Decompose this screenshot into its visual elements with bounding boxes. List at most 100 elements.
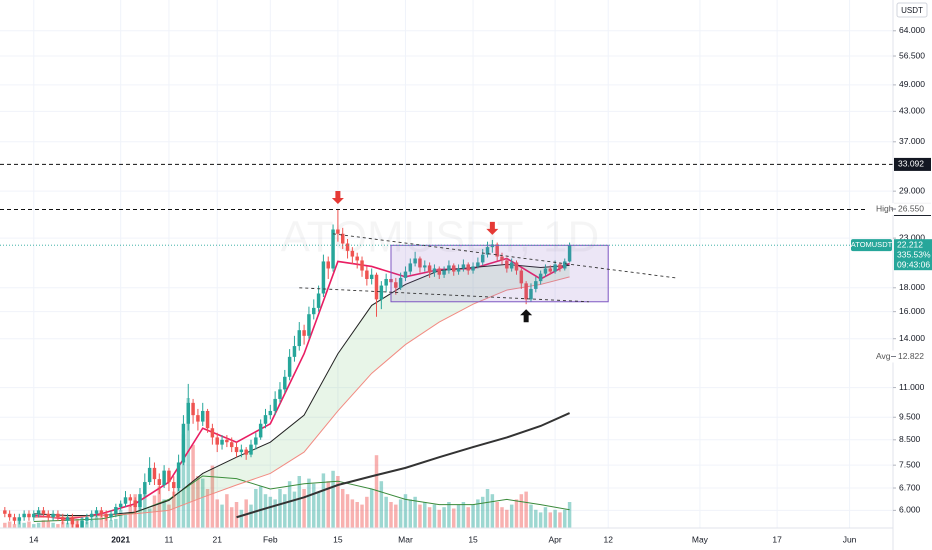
x-tick-label: 17: [772, 534, 782, 544]
x-tick-label: 11: [165, 534, 174, 544]
candle-body: [94, 510, 99, 514]
candle-body: [374, 274, 379, 300]
volume-bar: [118, 509, 123, 528]
candle-body: [109, 513, 113, 518]
marker-bg: [868, 350, 932, 363]
candle-body: [191, 402, 195, 416]
volume-bar: [432, 504, 437, 528]
candle-body: [56, 513, 60, 518]
candle-body: [350, 250, 355, 257]
arrow: [520, 309, 533, 323]
candle-body: [196, 415, 200, 422]
volume-bar: [369, 489, 374, 528]
volume-bar: [403, 494, 408, 528]
volume-bar: [456, 504, 461, 528]
candle-body: [27, 513, 31, 518]
level-tag: [894, 157, 931, 171]
candle-body: [403, 271, 408, 278]
candle-body: [297, 330, 302, 347]
price-axis: [893, 0, 932, 550]
volume-bar: [32, 524, 36, 528]
candle-body: [157, 479, 162, 486]
y-tick-label: 64.000: [899, 25, 925, 35]
volume-bar: [239, 509, 244, 528]
candle-body: [65, 517, 70, 521]
candle-body: [61, 517, 65, 521]
candle-body: [7, 513, 12, 518]
candle-body: [505, 260, 509, 269]
candle-body: [278, 389, 282, 399]
volume-bar: [167, 504, 171, 528]
candle-body: [176, 462, 181, 489]
change: 335.53%: [897, 249, 931, 259]
volume-bar: [543, 507, 548, 528]
y-tick-label: 6.700: [899, 482, 921, 492]
candle-body: [302, 330, 306, 336]
trendline: [299, 287, 589, 303]
candle-body: [239, 449, 244, 453]
symbol-tag: [851, 239, 892, 252]
candle-body: [17, 517, 22, 521]
x-tick-label: Jun: [843, 534, 857, 544]
volume-bar: [128, 504, 133, 528]
volume-bar: [442, 507, 446, 528]
volume-bar: [326, 481, 330, 528]
candle-body: [244, 449, 248, 455]
candle-body: [360, 260, 364, 271]
volume-bar: [254, 489, 258, 528]
candle-body: [167, 470, 171, 483]
volume-bar: [312, 483, 316, 528]
candle-body: [509, 262, 514, 269]
candle-body: [152, 467, 157, 480]
candle-body: [128, 497, 133, 501]
volume-bar: [519, 494, 524, 528]
time-axis: [0, 528, 893, 550]
candle-body: [258, 423, 263, 438]
candle-body: [529, 288, 533, 300]
volume-bar: [196, 476, 200, 528]
volume-bar: [394, 504, 398, 528]
candle-body: [147, 467, 152, 483]
x-tick-label: 14: [29, 534, 39, 544]
candle-body: [321, 261, 326, 294]
currency-box: [896, 2, 928, 18]
candle-body: [114, 507, 118, 514]
x-tick-label: 15: [333, 534, 343, 544]
candle-body: [123, 497, 128, 504]
candle-body: [287, 356, 292, 377]
volume-bar: [51, 522, 55, 528]
volume-bar: [360, 504, 364, 528]
moving-average: [33, 276, 570, 518]
candle-body: [384, 278, 388, 286]
candle-body: [254, 437, 258, 445]
volume-bar: [485, 489, 490, 528]
volume-bar: [408, 499, 413, 528]
candle-body: [118, 503, 123, 508]
candle-body: [461, 264, 466, 269]
volume-bar: [85, 521, 89, 528]
volume-bar: [355, 502, 359, 528]
candle-body: [12, 517, 17, 521]
volume-bar: [123, 513, 128, 528]
y-tick-label: 7.500: [899, 459, 921, 469]
volume-bar: [534, 509, 538, 528]
arrow: [486, 221, 499, 235]
moving-average: [236, 412, 570, 519]
volume-bar: [480, 496, 485, 528]
candle-body: [316, 293, 321, 308]
volume-bar: [490, 494, 495, 528]
volume-bar: [205, 489, 210, 528]
volume-bar: [22, 522, 26, 528]
volume-bar: [509, 504, 514, 528]
volume-bar: [263, 494, 268, 528]
volume-bar: [249, 504, 253, 528]
y-tick-label: 6.000: [899, 505, 921, 515]
candle-body: [408, 263, 413, 272]
volume-bar: [41, 520, 46, 528]
volume-bar: [176, 469, 181, 528]
candle-body: [143, 482, 147, 495]
volume-bar: [505, 509, 509, 528]
candle-body: [476, 262, 480, 267]
volume-bar: [109, 520, 113, 528]
candle-body: [292, 346, 297, 357]
